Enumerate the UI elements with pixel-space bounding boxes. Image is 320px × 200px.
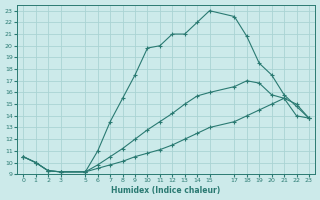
X-axis label: Humidex (Indice chaleur): Humidex (Indice chaleur) xyxy=(111,186,221,195)
